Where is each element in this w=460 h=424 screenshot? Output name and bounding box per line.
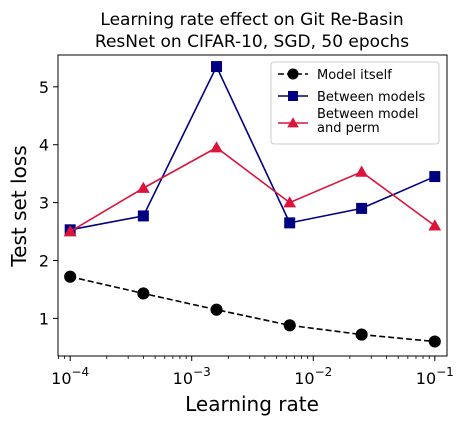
series-line	[70, 275, 435, 343]
legend-marker	[287, 68, 299, 80]
legend-item-1: Model itself	[278, 68, 392, 83]
data-point	[355, 328, 368, 341]
data-point	[64, 270, 77, 283]
data-point	[63, 225, 77, 237]
data-point	[137, 210, 149, 222]
data-point	[210, 141, 223, 153]
x-axis: 10−4 10−3 10−2 10−1	[51, 356, 454, 388]
data-point	[283, 319, 296, 332]
legend-label: Between model and perm	[317, 107, 419, 136]
x-tick-label: 10−1	[416, 365, 454, 388]
legend-label: Model itself	[317, 68, 392, 83]
legend-item-3: Between model and perm	[278, 107, 419, 136]
x-tick-label: 10−4	[51, 365, 89, 388]
chart-title-line-2: ResNet on CIFAR-10, SGD, 50 epochs	[95, 32, 409, 52]
series-layer	[63, 61, 442, 348]
y-axis-label: Test set loss	[7, 145, 31, 267]
legend-marker	[288, 91, 298, 101]
series-line	[70, 64, 436, 231]
data-point	[137, 287, 150, 300]
x-axis-label: Learning rate	[185, 392, 319, 416]
legend-label: Between models	[317, 90, 425, 105]
data-point	[283, 196, 297, 208]
data-point	[210, 303, 223, 316]
y-tick-label: 2	[39, 251, 49, 270]
y-tick-label: 3	[39, 194, 49, 213]
data-point	[355, 165, 369, 177]
y-axis: 1 2 3 4 5	[39, 78, 58, 328]
data-point	[211, 61, 223, 73]
series-line	[69, 146, 436, 233]
legend-item-2: Between models	[278, 90, 425, 105]
legend: Model itself Between models Between model a…	[270, 61, 440, 145]
chart-title-line-1: Learning rate effect on Git Re-Basin	[100, 10, 403, 30]
data-point	[284, 217, 296, 229]
data-point	[429, 171, 441, 183]
data-point	[136, 181, 150, 193]
series-3	[63, 141, 442, 237]
legend-marker	[287, 117, 299, 128]
series-1	[64, 270, 441, 348]
x-tick-label: 10−2	[294, 365, 332, 388]
legend-items: Model itself Between models Between model a…	[278, 68, 425, 136]
y-tick-label: 4	[39, 136, 49, 155]
y-tick-label: 1	[39, 309, 49, 328]
x-tick-label: 10−3	[173, 365, 211, 388]
chart-title: Learning rate effect on Git Re-Basin Res…	[95, 10, 409, 52]
data-point	[428, 335, 441, 348]
data-point	[356, 202, 368, 214]
legend-box	[270, 61, 440, 145]
y-tick-label: 5	[39, 78, 49, 97]
data-point	[428, 219, 442, 231]
